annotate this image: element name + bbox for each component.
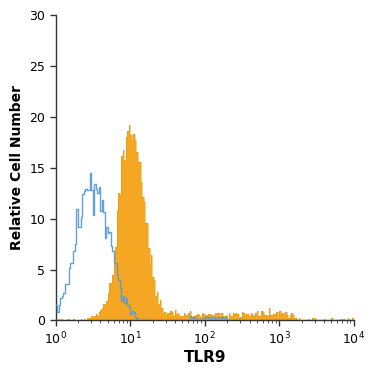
Y-axis label: Relative Cell Number: Relative Cell Number	[10, 85, 24, 250]
X-axis label: TLR9: TLR9	[183, 350, 226, 365]
